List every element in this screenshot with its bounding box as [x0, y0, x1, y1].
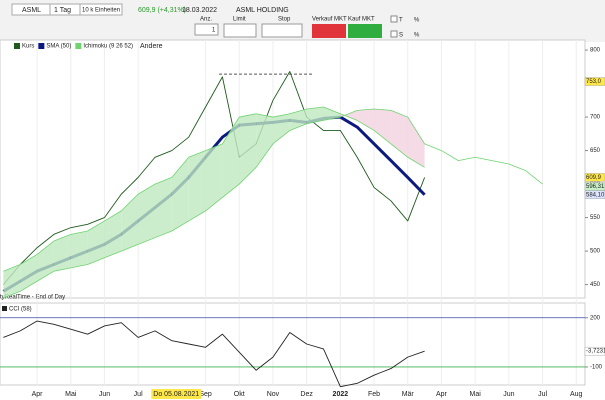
series-line — [3, 320, 425, 388]
cloud — [205, 143, 223, 211]
legend-label: Kurs — [22, 44, 34, 50]
sell-button[interactable] — [312, 24, 346, 38]
legend-swatch — [14, 43, 20, 49]
x-tick-label: Aug — [570, 391, 583, 398]
y-tick-label: -100 — [590, 365, 603, 371]
x-tick-label: Feb — [368, 391, 380, 398]
buy-button[interactable] — [348, 24, 382, 38]
qty: 1 — [212, 28, 216, 34]
y-tick-label: 500 — [590, 249, 601, 255]
y-tick-label: 700 — [590, 115, 601, 121]
stop-input[interactable] — [261, 23, 303, 38]
cloud — [222, 117, 240, 198]
y-tick-label: 450 — [590, 282, 601, 288]
symbol: ASML — [22, 7, 41, 14]
cloud — [390, 110, 408, 158]
qty-input[interactable] — [194, 23, 219, 36]
cloud — [20, 254, 38, 292]
price-tag — [584, 346, 605, 356]
cloud — [374, 109, 391, 144]
t-checkbox[interactable] — [390, 15, 398, 23]
quote: 609,9 (+4,31%) — [138, 7, 186, 14]
s-checkbox[interactable] — [390, 30, 398, 38]
t-label: T — [399, 18, 403, 24]
cloud — [171, 157, 189, 231]
price-tag — [584, 173, 605, 182]
instrument-name: ASML HOLDING — [236, 7, 289, 14]
x-tick-label: Mai — [470, 391, 482, 398]
buy-label: Kauf MKT — [348, 17, 375, 23]
price-tag-label: 584,10 — [586, 192, 605, 198]
units-select[interactable] — [79, 3, 123, 16]
period: 1 Tag — [54, 7, 71, 14]
price-tag — [584, 190, 605, 199]
cloud — [306, 107, 324, 124]
legend-label: SMA (50) — [46, 44, 71, 50]
legend-swatch — [2, 306, 7, 311]
cci-panel — [0, 302, 586, 386]
crosshair-label: Do 05.08.2021 — [153, 391, 199, 398]
s-label: S — [399, 33, 403, 39]
legend-other: Andere — [140, 43, 163, 50]
t-pct: % — [414, 18, 420, 24]
units: 10 k Einheiten — [82, 8, 120, 14]
cloud — [53, 234, 71, 272]
cloud — [340, 110, 358, 121]
cloud — [256, 113, 273, 168]
cloud — [87, 220, 105, 265]
x-tick-label: Apr — [436, 391, 448, 398]
cloud — [70, 230, 88, 268]
cloud — [188, 150, 206, 221]
y-tick-label: 200 — [590, 315, 601, 321]
price-tag — [584, 77, 605, 86]
x-tick-label: Apr — [32, 391, 44, 398]
x-tick-label: Okt — [234, 391, 245, 398]
date: 18.03.2022 — [182, 7, 217, 14]
cloud — [138, 184, 156, 245]
cloud — [155, 177, 172, 238]
y-tick-label: 650 — [590, 148, 601, 154]
cloud — [272, 113, 290, 144]
y-tick-label: 550 — [590, 215, 601, 221]
series-line — [3, 71, 426, 285]
cloud — [3, 264, 21, 298]
x-tick-label: Nov — [267, 391, 280, 398]
stop-label: Stop — [278, 17, 291, 23]
x-tick-label: Mai — [65, 391, 77, 398]
x-tick-label: Jul — [134, 391, 143, 398]
price-tag-label: 596,31 — [586, 184, 605, 190]
source: tyRealTime - End of Day — [0, 295, 65, 301]
legend-swatch — [75, 43, 82, 49]
cloud — [104, 210, 122, 258]
x-tick-label: Mär — [402, 391, 415, 398]
s-pct: % — [414, 33, 420, 39]
x-tick-label: Jun — [503, 391, 514, 398]
x-tick-label: Sep — [199, 391, 212, 398]
legend-label: Ichimoku (9 26 52) — [83, 44, 133, 50]
legend-swatch — [38, 43, 45, 49]
x-tick-label: 2022 — [333, 391, 349, 398]
cloud-span-b — [3, 108, 543, 299]
limit-label: Limit — [233, 17, 246, 23]
cloud — [323, 107, 341, 121]
cloud — [407, 117, 425, 168]
cloud — [121, 194, 139, 252]
limit-input[interactable] — [223, 23, 257, 38]
crosshair-tag — [151, 389, 202, 399]
price-tag-label: -3,7231 — [586, 349, 605, 355]
x-tick-label: Jul — [538, 391, 547, 398]
y-tick-label: 800 — [590, 48, 601, 54]
cloud-span-a — [3, 106, 425, 272]
x-tick-label: Jun — [99, 391, 110, 398]
cloud — [239, 113, 257, 185]
panel-title: CCI (58) — [9, 307, 32, 313]
qty-label: Anz. — [200, 17, 212, 23]
price-tag-label: 753,0 — [586, 79, 602, 85]
price-tag-label: 609,9 — [586, 175, 602, 181]
sell-label: Verkauf MKT — [312, 17, 347, 23]
cloud — [357, 109, 375, 131]
x-tick-label: Dez — [300, 391, 313, 398]
